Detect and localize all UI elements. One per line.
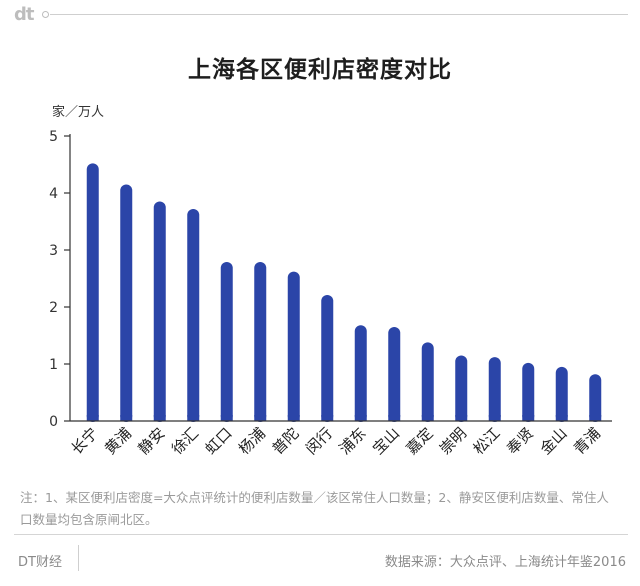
dt-logo: dt (14, 4, 34, 25)
x-tick-label: 青浦 (570, 424, 604, 458)
footnote: 注：1、某区便利店密度=大众点评统计的便利店数量／该区常住人口数量；2、静安区便… (20, 490, 609, 527)
x-tick-label: 松江 (470, 424, 504, 458)
bar (388, 326, 401, 422)
bar (120, 184, 133, 422)
x-tick-label: 崇明 (436, 424, 470, 458)
x-tick-label: 黄浦 (101, 424, 135, 458)
data-source: 数据来源：大众点评、上海统计年鉴2016 (384, 555, 626, 570)
y-tick-label: 0 (49, 414, 58, 430)
x-tick-label: 宝山 (369, 424, 403, 458)
bar-base (488, 415, 501, 421)
bar (421, 342, 434, 422)
y-tick-label: 3 (49, 243, 58, 259)
bar (522, 362, 535, 422)
bar (86, 163, 99, 423)
x-tick-label: 嘉定 (403, 424, 437, 458)
bar (455, 355, 468, 422)
bar-base (86, 415, 99, 421)
bar (589, 374, 602, 422)
bar-chart: 0 1 2 3 4 5 长宁 黄浦 静安 徐汇 虹口 杨浦 普陀 闵行 浦东 宝山 嘉定 崇明 松江 奉贤 金山 青浦 (49, 129, 612, 458)
x-tick-label: 长宁 (68, 424, 102, 458)
bar (287, 271, 300, 422)
bar-base (354, 415, 367, 421)
y-axis-unit-label: 家／万人 (52, 105, 105, 120)
bar-base (220, 415, 233, 421)
x-tick-label: 闵行 (302, 424, 336, 458)
bar-base (287, 415, 300, 421)
y-tick-label: 5 (49, 129, 58, 145)
bar-base (254, 415, 267, 421)
x-tick-label: 徐汇 (168, 424, 202, 458)
y-tick-label: 1 (49, 357, 58, 373)
bar (354, 325, 367, 422)
footer-brand: DT财经 (18, 555, 62, 570)
y-tick-label: 4 (49, 186, 58, 202)
x-tick-label: 浦东 (336, 424, 370, 458)
footer-separator (78, 545, 79, 571)
bar (555, 366, 568, 422)
bar-base (589, 415, 602, 421)
x-tick-label: 金山 (537, 424, 571, 458)
x-tick-label: 杨浦 (235, 424, 269, 458)
bar-base (120, 415, 133, 421)
x-tick-label: 普陀 (269, 424, 303, 458)
x-tick-label: 静安 (135, 424, 169, 458)
bar (254, 261, 267, 422)
bar (153, 201, 166, 422)
bar-base (555, 415, 568, 421)
bar-base (321, 415, 334, 421)
bar (187, 208, 200, 422)
bar (488, 357, 501, 422)
bar-base (421, 415, 434, 421)
footer-rule (14, 534, 628, 535)
bar (220, 261, 233, 422)
bar-base (187, 415, 200, 421)
chart-title: 上海各区便利店密度对比 (188, 57, 452, 83)
bar (321, 295, 334, 422)
bar-base (455, 415, 468, 421)
y-tick-label: 2 (49, 300, 58, 316)
bar-base (153, 415, 166, 421)
logo-dot-icon (42, 11, 49, 18)
header-rule (50, 14, 628, 15)
bar-base (388, 415, 401, 421)
bar-base (522, 415, 535, 421)
x-tick-label: 奉贤 (503, 424, 537, 458)
x-tick-label: 虹口 (202, 424, 236, 458)
